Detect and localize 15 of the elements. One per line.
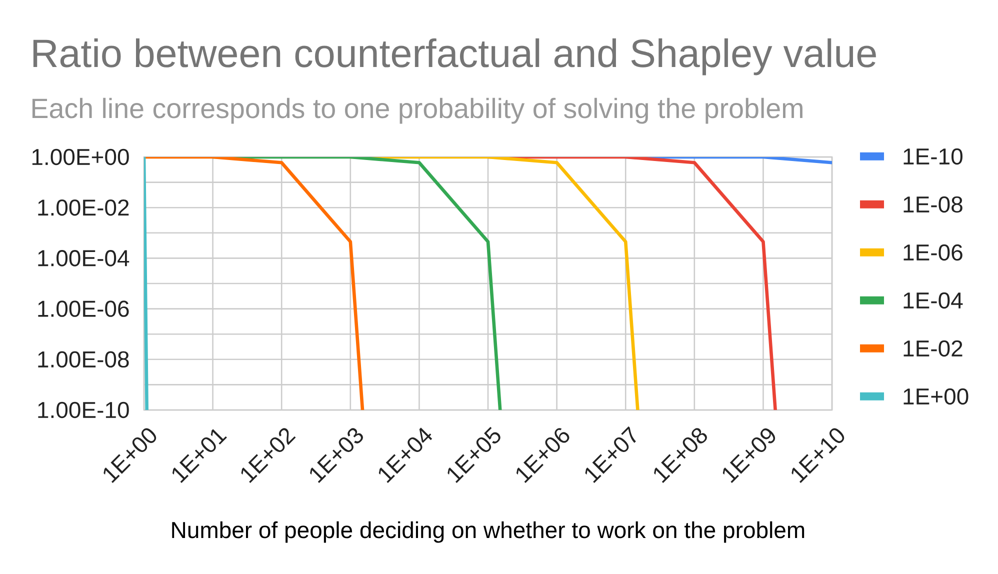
- x-axis-title: Number of people deciding on whether to work on the problem: [172, 521, 804, 543]
- y-tick-label: 1.00E-10: [38, 402, 129, 418]
- legend-label: 1E-06: [904, 244, 962, 261]
- y-tick-label: 1.00E-04: [38, 250, 130, 266]
- legend-label: 1E-08: [904, 196, 962, 213]
- chart-subtitle: Each line corresponds to one probability of solving the problem: [32, 98, 802, 124]
- legend-label: 1E+00: [904, 388, 968, 405]
- y-tick-label: 1.00E-06: [38, 300, 129, 317]
- y-tick-label: 1.00E+00: [32, 148, 129, 166]
- y-tick-label: 1.00E-08: [38, 351, 129, 368]
- legend-label: 1E-04: [904, 292, 963, 309]
- legend-label: 1E-02: [904, 340, 962, 357]
- y-tick-label: 1.00E-02: [38, 199, 129, 216]
- chart-title: Ratio between counterfactual and Shapley value: [33, 38, 876, 76]
- legend-label: 1E-10: [904, 148, 962, 165]
